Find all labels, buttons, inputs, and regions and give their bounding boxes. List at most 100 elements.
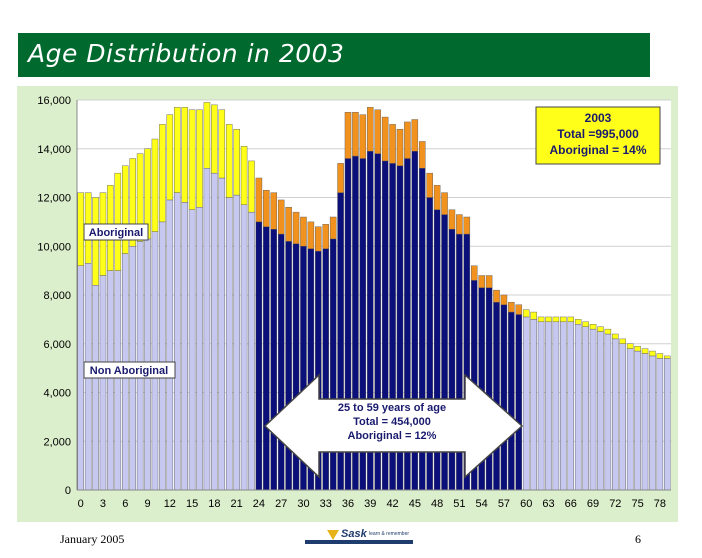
x-tick-label: 66 bbox=[565, 498, 577, 510]
y-tick-label: 6,000 bbox=[43, 339, 71, 351]
y-tick-label: 12,000 bbox=[37, 193, 71, 205]
bar-non-aboriginal bbox=[649, 355, 656, 491]
bar-aboriginal bbox=[530, 311, 537, 320]
bar-aboriginal bbox=[367, 107, 374, 152]
y-tick-label: 10,000 bbox=[37, 241, 71, 253]
double-arrow-annotation: 25 to 59 years of age Total = 454,000 Ab… bbox=[263, 373, 524, 479]
bar-aboriginal bbox=[225, 124, 233, 198]
sask-logo: Sask learn & remember bbox=[305, 528, 413, 545]
annotation-total: Total =995,000 bbox=[557, 127, 639, 141]
y-tick-label: 8,000 bbox=[43, 290, 71, 302]
bar-aboriginal bbox=[664, 355, 671, 359]
bar-non-aboriginal bbox=[211, 172, 218, 491]
x-tick-label: 0 bbox=[78, 498, 84, 510]
bar-non-aboriginal bbox=[151, 231, 159, 491]
bar-aboriginal bbox=[537, 316, 545, 323]
annotation-aboriginal-share: Aboriginal = 14% bbox=[549, 143, 646, 157]
annotation-year: 2003 bbox=[585, 111, 612, 125]
bar-aboriginal bbox=[478, 275, 485, 288]
bar-non-aboriginal bbox=[589, 328, 597, 491]
bar-aboriginal bbox=[173, 107, 181, 193]
bar-aboriginal bbox=[426, 172, 433, 198]
bar-non-aboriginal bbox=[225, 197, 233, 491]
bar-non-aboriginal bbox=[604, 333, 612, 491]
non-aboriginal-label: Non Aboriginal bbox=[83, 361, 176, 379]
bar-aboriginal bbox=[470, 265, 478, 281]
bar-non-aboriginal bbox=[515, 314, 523, 491]
bar-aboriginal bbox=[129, 158, 136, 247]
y-tick-label: 2,000 bbox=[43, 436, 71, 448]
bar-aboriginal bbox=[381, 116, 389, 162]
y-tick-label: 4,000 bbox=[43, 388, 71, 400]
bar-non-aboriginal bbox=[92, 285, 99, 491]
bar-aboriginal bbox=[307, 221, 315, 249]
bar-non-aboriginal bbox=[248, 211, 255, 491]
bar-aboriginal bbox=[136, 153, 144, 242]
logo-text: Sask bbox=[341, 528, 367, 540]
age-distribution-chart: 0 2,000 4,000 6,000 8,000 10,000 12,000 14,000 1… bbox=[37, 95, 671, 510]
x-tick-label: 69 bbox=[587, 498, 599, 510]
bar-aboriginal bbox=[285, 207, 292, 242]
bar-non-aboriginal bbox=[166, 199, 174, 491]
x-tick-label: 63 bbox=[542, 498, 554, 510]
bar-aboriginal bbox=[344, 111, 352, 159]
bar-aboriginal bbox=[589, 324, 597, 330]
bar-aboriginal bbox=[456, 214, 463, 235]
top-right-annotation: 2003 Total =995,000 Aboriginal = 14% bbox=[535, 106, 661, 165]
bar-aboriginal bbox=[649, 350, 656, 357]
bar-aboriginal bbox=[159, 124, 166, 223]
bar-aboriginal bbox=[656, 353, 664, 359]
bar-aboriginal bbox=[359, 114, 367, 159]
bar-non-aboriginal bbox=[255, 221, 263, 491]
bar-aboriginal bbox=[619, 338, 626, 344]
page-number: 6 bbox=[635, 532, 641, 546]
x-tick-label: 72 bbox=[609, 498, 621, 510]
bar-non-aboriginal bbox=[485, 287, 493, 491]
y-tick-label: 16,000 bbox=[37, 95, 71, 107]
bar-aboriginal bbox=[263, 189, 270, 227]
x-tick-label: 54 bbox=[476, 498, 488, 510]
bar-aboriginal bbox=[248, 160, 255, 213]
bar-aboriginal bbox=[419, 141, 426, 169]
x-tick-label: 15 bbox=[186, 498, 198, 510]
star-icon bbox=[327, 530, 339, 540]
bar-aboriginal bbox=[181, 107, 188, 203]
arrow-total: Total = 454,000 bbox=[353, 416, 431, 428]
bar-aboriginal bbox=[196, 109, 203, 208]
bar-non-aboriginal bbox=[656, 358, 664, 491]
bar-non-aboriginal bbox=[567, 321, 575, 491]
bar-aboriginal bbox=[441, 192, 448, 215]
bar-aboriginal bbox=[411, 119, 419, 152]
bar-aboriginal bbox=[374, 109, 381, 154]
bar-aboriginal bbox=[448, 209, 456, 230]
x-tick-label: 42 bbox=[386, 498, 398, 510]
x-tick-label: 45 bbox=[409, 498, 421, 510]
x-tick-label: 75 bbox=[631, 498, 643, 510]
bar-non-aboriginal bbox=[181, 202, 188, 491]
logo-subtitle: learn & remember bbox=[369, 531, 410, 537]
bar-aboriginal bbox=[560, 316, 567, 323]
x-tick-label: 9 bbox=[144, 498, 150, 510]
title-bar: Age Distribution in 2003 bbox=[18, 33, 650, 77]
bar-aboriginal bbox=[322, 224, 329, 249]
bar-non-aboriginal bbox=[552, 321, 560, 491]
bar-non-aboriginal bbox=[537, 321, 545, 491]
bar-non-aboriginal bbox=[597, 331, 604, 491]
bar-non-aboriginal bbox=[493, 302, 500, 491]
bar-non-aboriginal bbox=[626, 348, 634, 491]
x-tick-label: 33 bbox=[320, 498, 332, 510]
bar-aboriginal bbox=[240, 146, 248, 206]
bar-aboriginal bbox=[582, 321, 589, 327]
bar-non-aboriginal bbox=[574, 324, 582, 491]
x-tick-label: 36 bbox=[342, 498, 354, 510]
bar-aboriginal bbox=[389, 124, 396, 164]
bar-aboriginal bbox=[396, 129, 404, 167]
bar-non-aboriginal bbox=[203, 168, 211, 491]
bar-aboriginal bbox=[597, 326, 604, 332]
bar-aboriginal bbox=[270, 192, 278, 230]
bar-aboriginal bbox=[574, 319, 582, 325]
bar-non-aboriginal bbox=[114, 270, 122, 491]
bar-aboriginal bbox=[166, 114, 174, 201]
bar-non-aboriginal bbox=[522, 316, 530, 491]
bar-aboriginal bbox=[292, 211, 300, 245]
